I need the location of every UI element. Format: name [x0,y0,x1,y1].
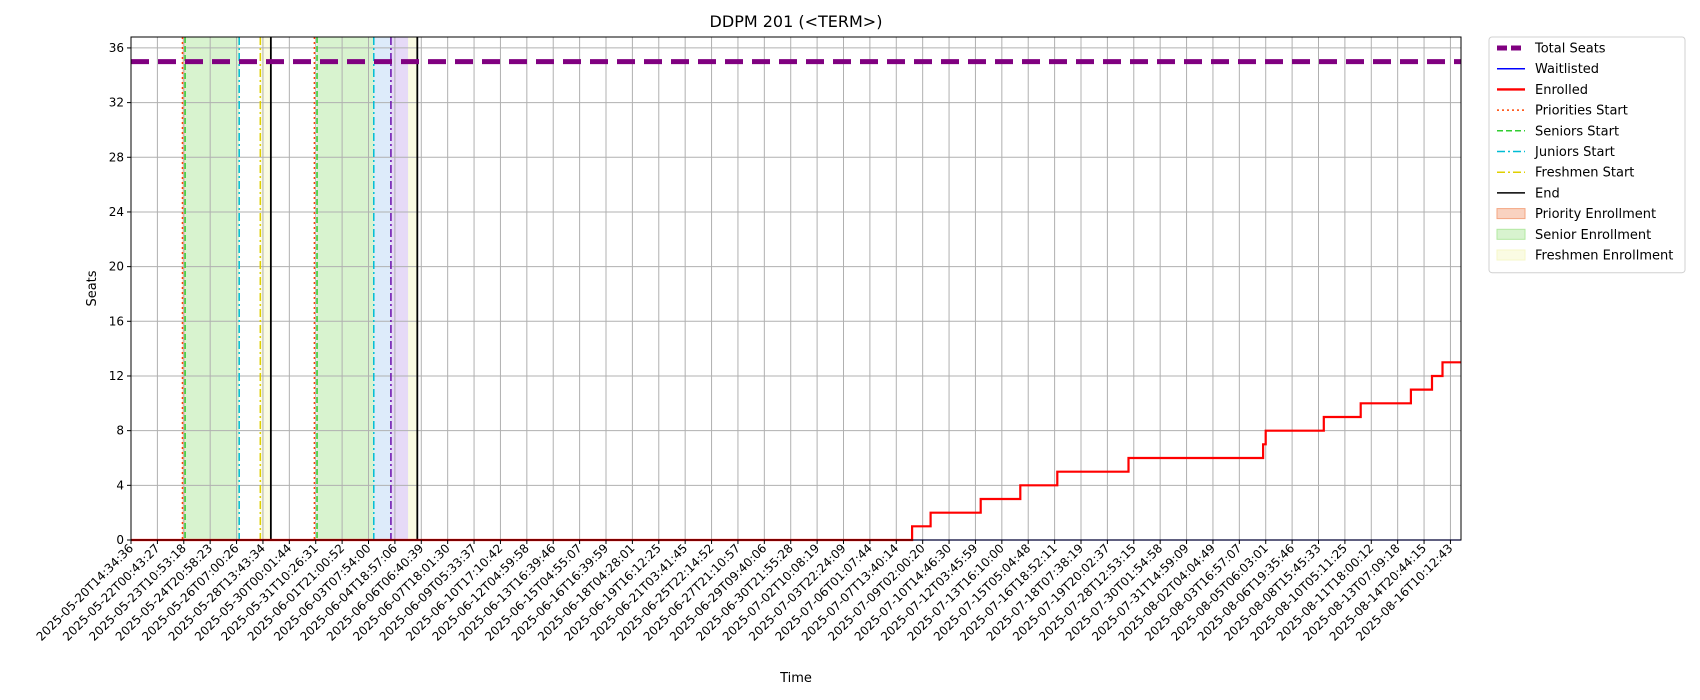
x-axis-title: Time [779,671,812,686]
legend-swatch [1496,249,1526,261]
y-tick-label: 4 [116,478,124,492]
y-tick-label: 36 [109,41,124,55]
legend-label: Seniors Start [1535,124,1619,139]
enrollment-span [317,37,374,540]
plot-frame [130,36,1462,541]
legend-box [1488,36,1686,274]
legend-label: Waitlisted [1535,62,1599,77]
y-tick-label: 12 [109,369,124,383]
legend-label: Senior Enrollment [1535,228,1651,243]
legend-label: Juniors Start [1534,145,1615,160]
enrollment-span [185,37,240,540]
enrolled-line [131,361,1461,542]
y-tick-label: 20 [109,260,124,274]
legend-swatch [1496,208,1526,220]
enrollment-span [408,37,418,540]
legend-label: Priorities Start [1535,104,1628,119]
enrollment-span [390,37,409,540]
legend-swatch [1496,228,1526,240]
y-tick-label: 8 [116,424,124,438]
legend-label: End [1535,186,1560,201]
y-axis-title: Seats [85,270,100,306]
legend-label: Priority Enrollment [1535,207,1656,222]
y-tick-label: 24 [109,205,124,219]
chart-title: DDPM 201 (<TERM>) [710,12,883,31]
legend-label: Enrolled [1535,83,1588,98]
y-tick-label: 28 [109,150,124,164]
y-tick-label: 32 [109,96,124,110]
legend-label: Freshmen Enrollment [1535,249,1673,264]
enrollment-span [260,37,271,540]
legend-label: Total Seats [1534,42,1606,57]
enrollment-span [373,37,391,540]
y-tick-label: 16 [109,314,124,328]
legend-label: Freshmen Start [1535,166,1634,181]
y-tick-label: 0 [116,533,124,547]
